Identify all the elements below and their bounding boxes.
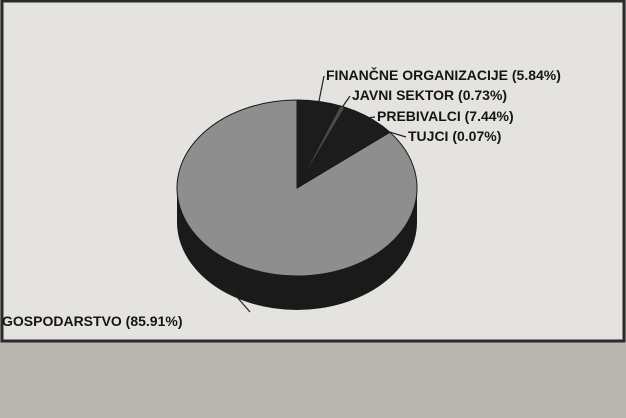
slice-label-prebivalci: PREBIVALCI (7.44%) [377, 108, 514, 124]
slice-label-gospodarstvo: GOSPODARSTVO (85.91%) [2, 313, 183, 329]
leader-line-gospodarstvo [222, 280, 251, 313]
leader-line-tujci [389, 131, 407, 138]
leader-line-financne-organizacije [318, 75, 325, 102]
pie-3d-side [177, 188, 417, 310]
pie-side-wall [177, 188, 417, 310]
slice-label-javni-sektor: JAVNI SEKTOR (0.73%) [352, 87, 507, 103]
leader-lines [222, 75, 407, 313]
pie-slice-gospodarstvo [176, 99, 418, 277]
slice-label-tujci: TUJCI (0.07%) [408, 128, 501, 144]
pie-slices [176, 99, 418, 277]
leader-line-javni-sektor [342, 95, 351, 107]
leader-line-prebivalci [369, 116, 376, 119]
slice-label-financne-organizacije: FINANČNE ORGANIZACIJE (5.84%) [326, 66, 561, 83]
